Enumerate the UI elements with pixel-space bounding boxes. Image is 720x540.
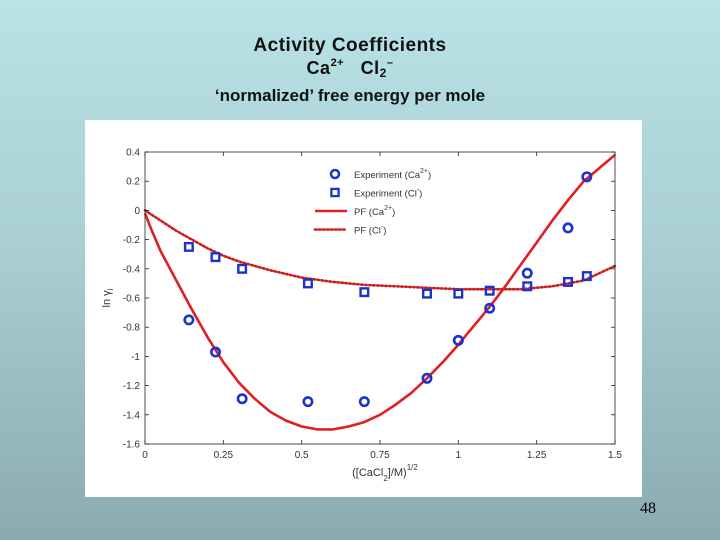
x-tick-label: 1.5 <box>608 450 622 461</box>
x-tick-label: 0.75 <box>370 450 390 461</box>
y-axis-label-sub: i <box>106 288 115 290</box>
data-point-square <box>302 278 313 289</box>
chart-svg: 0 0.25 0.5 0.75 1 1.25 1.5 0.4 0.2 0 -0.2 -0.4 -0.6 -… <box>101 148 623 484</box>
legend-marker-square <box>330 187 340 198</box>
y-tick-label: -1.4 <box>123 410 141 421</box>
y-tick-label: -1.2 <box>123 381 141 392</box>
x-tick-label: 1.25 <box>527 450 547 461</box>
data-point-circle <box>183 314 195 326</box>
legend-entry-3: PF (Cl-) <box>313 224 386 237</box>
y-axis-label: ln γi <box>101 288 115 307</box>
y-tick-label: 0 <box>134 206 140 217</box>
ion-chloride-subscript: 2 <box>379 66 387 80</box>
ion-chloride-charge: – <box>386 57 394 69</box>
data-point-circle <box>302 396 314 408</box>
ion-calcium: Ca <box>306 58 331 78</box>
y-tick-label: 0.4 <box>126 148 140 159</box>
legend-label: Experiment (Ca2+) <box>354 168 431 181</box>
y-tick-label: -0.4 <box>123 264 141 275</box>
data-point-circle <box>421 372 433 384</box>
data-point-square <box>422 288 433 299</box>
ion-calcium-charge: 2+ <box>330 57 345 69</box>
data-point-circle <box>358 396 370 408</box>
data-point-square <box>359 287 370 298</box>
x-tick-label: 0.25 <box>214 450 234 461</box>
slide-title: Activity Coefficients <box>253 35 447 56</box>
data-point-circle <box>452 334 464 346</box>
legend-label: Experiment (Cl-) <box>354 187 422 200</box>
x-axis-label-main: ([CaCl <box>352 467 383 479</box>
y-tick-label: -0.2 <box>123 235 141 246</box>
slide-subtitle: ‘normalized’ free energy per mole <box>214 86 486 105</box>
data-point-circle <box>484 302 496 314</box>
y-tick-label: -1 <box>131 352 140 363</box>
x-axis-label-end: ]/M) <box>388 467 407 479</box>
y-tick-label: 0.2 <box>126 177 140 188</box>
slide-page-number: 48 <box>640 500 656 517</box>
legend-label: PF (Ca2+) <box>354 205 395 218</box>
data-point-square <box>522 281 533 292</box>
data-point-circle <box>521 267 533 279</box>
ion-chloride: Cl <box>360 58 380 78</box>
data-point-circle <box>210 346 222 358</box>
chart-legend: Experiment (Ca2+) Experiment (Cl-) PF (Ca2… <box>313 168 431 237</box>
x-tick-label: 0.5 <box>295 450 309 461</box>
series-line-2 <box>143 153 616 431</box>
data-point-circle <box>236 393 248 405</box>
data-point-square <box>581 271 592 282</box>
x-axis-label-sub: 2 <box>383 474 388 483</box>
legend-entry-0: Experiment (Ca2+) <box>329 168 431 181</box>
x-tick-label: 1 <box>456 450 462 461</box>
legend-label: PF (Cl-) <box>354 224 386 237</box>
slide-ion-formula: Ca2+ Cl2– <box>0 57 700 80</box>
axis-ticks: 0 0.25 0.5 0.75 1 1.25 1.5 0.4 0.2 0 -0.2 -0.4 -0.6 -… <box>123 148 623 462</box>
data-point-square <box>183 241 194 252</box>
data-point-circle <box>562 222 574 234</box>
chart-panel: 0 0.25 0.5 0.75 1 1.25 1.5 0.4 0.2 0 -0.2 -0.4 -0.6 -… <box>85 120 642 497</box>
legend-entry-2: PF (Ca2+) <box>315 205 395 218</box>
data-point-circle <box>581 171 593 183</box>
legend-entry-1: Experiment (Cl-) <box>330 187 422 200</box>
y-tick-label: -1.6 <box>123 440 141 451</box>
data-point-square <box>453 288 464 299</box>
x-tick-label: 0 <box>142 450 148 461</box>
series-line-3 <box>143 209 617 291</box>
data-point-square <box>210 252 221 263</box>
legend-marker-circle <box>329 168 341 180</box>
y-tick-label: -0.8 <box>123 323 141 334</box>
x-axis-label-sup: 1/2 <box>407 463 419 472</box>
y-axis-label-main: ln γ <box>101 290 113 308</box>
series-lines <box>143 153 617 431</box>
data-point-square <box>484 285 495 296</box>
data-point-square <box>563 276 574 287</box>
y-tick-label: -0.6 <box>123 294 141 305</box>
data-point-square <box>237 263 248 274</box>
x-axis-label: ([CaCl2]/M)1/2 <box>352 463 418 483</box>
series-markers <box>183 171 593 408</box>
